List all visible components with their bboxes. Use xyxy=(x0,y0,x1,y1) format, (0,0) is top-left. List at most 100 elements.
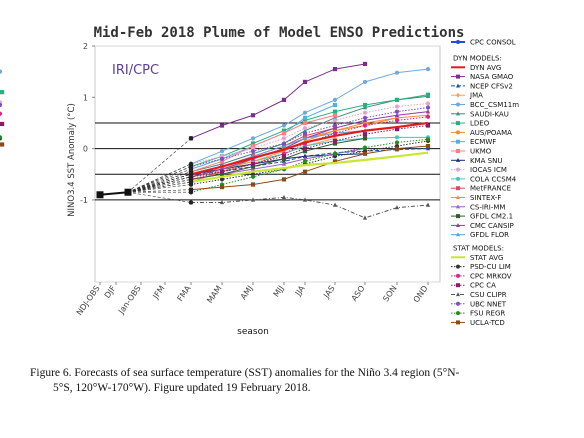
data-point xyxy=(425,146,431,151)
legend-label: AUS/POAMA xyxy=(470,129,512,137)
data-point xyxy=(394,205,400,210)
data-point xyxy=(302,135,308,141)
data-point xyxy=(302,79,308,85)
data-point xyxy=(332,123,338,128)
data-point xyxy=(362,215,368,220)
data-point xyxy=(425,109,431,114)
legend-label: CS-IRI-MM xyxy=(470,203,505,211)
data-point xyxy=(302,159,308,164)
data-point xyxy=(425,66,431,72)
data-point xyxy=(362,151,368,156)
legend-stat-header: STAT MODELS: xyxy=(453,245,504,253)
data-point xyxy=(0,90,5,95)
chart-title: Mid-Feb 2018 Plume of Model ENSO Predict… xyxy=(94,25,465,41)
legend-swatch-marker xyxy=(456,130,460,135)
observed-point xyxy=(124,188,132,196)
data-point xyxy=(332,138,338,144)
start-anchors xyxy=(188,136,194,205)
data-point xyxy=(362,145,368,150)
y-tick-label: -1 xyxy=(80,196,88,205)
caption-line-1: Figure 6. Forecasts of sea surface tempe… xyxy=(30,367,460,379)
legend-label: MetFRANCE xyxy=(470,185,511,193)
legend-item-ubc-nnet: UBC NNET xyxy=(451,300,507,308)
series-saudi-kau xyxy=(188,93,431,174)
data-point xyxy=(219,172,225,177)
data-point xyxy=(362,115,368,120)
legend-item-csu-clipr: CSU CLIPR xyxy=(451,291,507,299)
data-point xyxy=(250,164,256,169)
data-point xyxy=(0,111,3,116)
data-point xyxy=(302,120,308,126)
y-tick-label: 2 xyxy=(83,42,88,51)
y-tick-label: 0 xyxy=(83,145,88,154)
data-point xyxy=(362,123,368,128)
data-point xyxy=(394,115,400,120)
series-line xyxy=(190,102,429,165)
data-point xyxy=(281,158,287,164)
legend-swatch-marker xyxy=(456,102,460,107)
start-point xyxy=(188,200,194,205)
data-point xyxy=(281,136,287,141)
data-point xyxy=(302,146,308,151)
legend-swatch-marker xyxy=(456,186,460,191)
data-point xyxy=(362,102,368,108)
data-point xyxy=(394,112,400,117)
legend-item-gfdl-cm2-1: GFDL CM2.1 xyxy=(451,213,513,221)
legend-swatch-marker xyxy=(456,83,460,88)
legend-item-fsu-regr: FSU REGR xyxy=(451,310,505,318)
ic-link-line xyxy=(127,173,192,193)
series-line xyxy=(191,196,429,219)
plot-border xyxy=(94,45,441,283)
legend-label: BCC_CSM11m xyxy=(470,101,519,109)
data-point xyxy=(362,132,368,137)
legend-swatch-marker xyxy=(456,40,460,44)
data-point xyxy=(425,92,431,97)
series-nasa-gmao xyxy=(188,61,368,141)
initial-condition-lines xyxy=(127,138,192,203)
legend-item-jma: JMA xyxy=(451,92,483,100)
data-point xyxy=(250,113,256,118)
x-tick-label: JAS xyxy=(321,284,336,300)
data-point xyxy=(281,128,287,133)
series-stat-avg xyxy=(190,151,429,184)
series-line xyxy=(190,95,429,173)
data-point xyxy=(0,102,3,108)
legend-swatch-marker xyxy=(456,157,460,162)
data-point xyxy=(302,149,308,154)
x-tick-label: DJF xyxy=(103,284,118,300)
data-point xyxy=(250,182,256,187)
legend-swatch-marker xyxy=(456,273,460,278)
legend-label: ECMWF xyxy=(470,138,496,146)
legend-item-dyn-avg: DYN AVG xyxy=(451,64,501,72)
data-point xyxy=(219,149,225,154)
data-point xyxy=(332,151,338,156)
legend-label: UKMO xyxy=(470,148,492,156)
data-point xyxy=(281,97,287,102)
x-tick-label: ASO xyxy=(350,284,367,303)
observed-point xyxy=(96,191,104,199)
data-point xyxy=(394,135,400,140)
start-point xyxy=(188,187,194,192)
data-point xyxy=(362,136,368,141)
legend-swatch-marker xyxy=(456,283,460,288)
legend-label: CPC CA xyxy=(470,282,496,290)
legend-swatch-marker xyxy=(456,195,460,200)
data-point xyxy=(302,125,308,131)
data-point xyxy=(250,197,256,202)
y-axis-label: NINO3.4 SST Anomaly (°C) xyxy=(67,103,77,217)
data-point xyxy=(250,149,256,154)
legend-item-gfdl-flor: GFDL FLOR xyxy=(451,231,509,239)
data-point xyxy=(281,141,287,146)
data-point xyxy=(0,135,3,140)
data-point xyxy=(332,118,338,123)
data-point xyxy=(362,61,368,67)
data-point xyxy=(362,117,368,123)
data-point xyxy=(0,69,3,74)
data-point xyxy=(281,194,287,200)
legend-item-kma-snu: KMA SNU xyxy=(451,157,502,165)
data-point xyxy=(332,141,338,146)
legend-item-saudi-kau: SAUDI-KAU xyxy=(451,110,509,118)
legend-label: CMC CANSIP xyxy=(470,222,514,230)
